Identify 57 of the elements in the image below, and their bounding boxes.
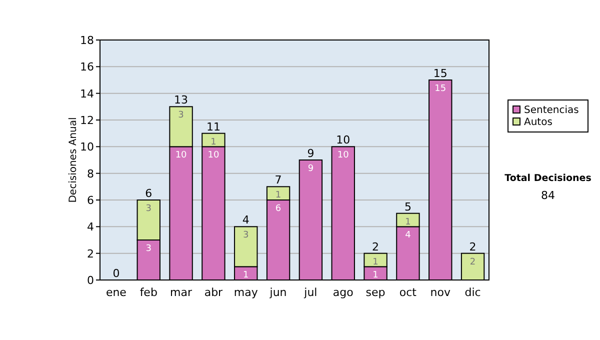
total-label: 7 [274, 174, 282, 187]
total-label: 15 [433, 67, 448, 80]
y-tick-label: 2 [87, 247, 94, 260]
y-tick-label: 8 [87, 167, 94, 180]
data-label: 3 [178, 110, 184, 121]
x-tick-label: ene [106, 286, 127, 299]
data-label: 1 [243, 270, 249, 281]
total-label: 2 [372, 240, 380, 254]
total-label: 13 [174, 94, 188, 107]
data-label: 1 [210, 137, 216, 148]
legend-label: Sentencias [524, 105, 579, 116]
x-tick-label: feb [140, 286, 158, 299]
legend-label: Autos [524, 117, 552, 128]
x-tick-label: dic [464, 286, 481, 299]
total-label: 5 [404, 200, 412, 214]
data-label: 1 [405, 217, 411, 228]
data-label: 10 [337, 150, 350, 161]
total-label: 11 [206, 120, 220, 134]
total-label: 10 [336, 134, 350, 147]
data-label: 1 [372, 257, 378, 268]
x-tick-label: jul [303, 286, 318, 299]
y-tick-label: 12 [80, 114, 94, 127]
total-label: 0 [112, 267, 120, 280]
data-label: 3 [243, 230, 249, 241]
data-label: 1 [372, 270, 378, 281]
y-tick-label: 0 [87, 274, 94, 287]
x-tick-label: nov [430, 286, 451, 299]
x-tick-label: oct [399, 286, 418, 299]
x-tick-label: may [234, 286, 258, 299]
data-label: 4 [405, 230, 412, 241]
x-tick-label: abr [204, 286, 224, 299]
data-label: 6 [275, 204, 282, 214]
data-label: 9 [308, 164, 314, 174]
data-label: 2 [470, 257, 476, 268]
total-label: 6 [145, 187, 152, 200]
total-label: 2 [469, 240, 476, 254]
x-tick-label: sep [366, 286, 386, 299]
total-label: 9 [307, 147, 314, 160]
y-axis-title: Decisiones Anual [68, 117, 79, 203]
y-tick-label: 16 [80, 60, 94, 74]
data-label: 10 [175, 150, 188, 161]
text: Total Decisiones [504, 173, 592, 184]
data-label: 10 [208, 150, 220, 161]
text: 84 [541, 189, 555, 202]
x-tick-label: ago [332, 286, 354, 299]
data-label: 3 [146, 244, 152, 254]
y-tick-label: 14 [80, 87, 94, 100]
total-label: 4 [242, 214, 250, 227]
data-label: 3 [146, 204, 152, 214]
data-label: 15 [434, 84, 446, 94]
x-tick-label: mar [170, 286, 193, 299]
data-label: 1 [275, 190, 282, 201]
y-tick-label: 18 [80, 34, 94, 47]
y-tick-label: 6 [87, 194, 94, 207]
y-tick-label: 10 [80, 140, 94, 154]
x-tick-label: jun [268, 286, 287, 299]
y-tick-label: 4 [87, 220, 94, 234]
